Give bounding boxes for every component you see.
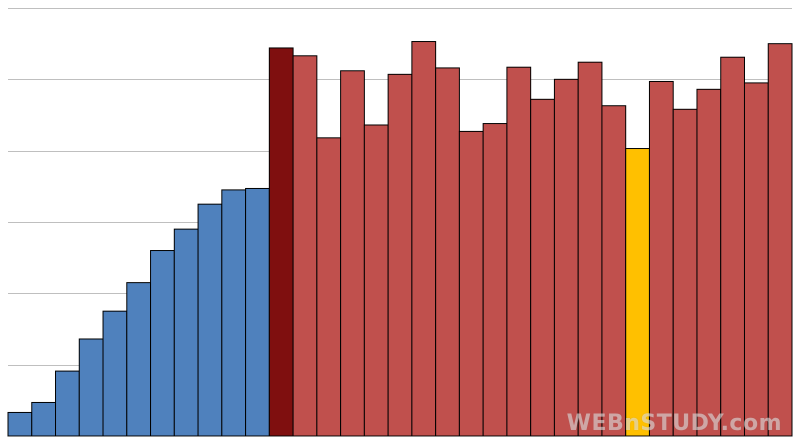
bar-26 xyxy=(601,105,627,437)
bar-16 xyxy=(363,124,389,437)
bar-22 xyxy=(506,66,532,437)
bar-2 xyxy=(31,401,57,437)
bar-29 xyxy=(672,108,698,437)
bar-32 xyxy=(743,82,769,437)
bar-14 xyxy=(316,137,342,437)
bar-7 xyxy=(150,250,175,437)
bar-18 xyxy=(411,41,437,437)
bar-23 xyxy=(530,98,555,437)
bar-33 xyxy=(767,43,793,437)
bar-5 xyxy=(102,310,128,437)
watermark-logo: WEBnSTUDY.com xyxy=(566,411,782,436)
bar-24 xyxy=(553,78,579,437)
bar-27 xyxy=(625,148,650,437)
bar-31 xyxy=(720,56,745,437)
bar-11 xyxy=(245,187,270,437)
bar-20 xyxy=(458,130,484,437)
bar-10 xyxy=(221,189,247,437)
bar-17 xyxy=(387,73,413,437)
bar-28 xyxy=(648,80,674,437)
bar-15 xyxy=(340,70,365,437)
bar-13 xyxy=(292,55,318,437)
bar-30 xyxy=(696,88,722,437)
bar-9 xyxy=(197,203,223,437)
bar-25 xyxy=(577,61,603,437)
bar-8 xyxy=(173,228,199,437)
bar-6 xyxy=(126,282,152,437)
bar-3 xyxy=(55,370,80,437)
bar-19 xyxy=(435,67,460,437)
bar-21 xyxy=(482,123,508,437)
bar-1 xyxy=(7,411,33,437)
bar-12 xyxy=(268,47,294,437)
bar-4 xyxy=(78,338,104,437)
